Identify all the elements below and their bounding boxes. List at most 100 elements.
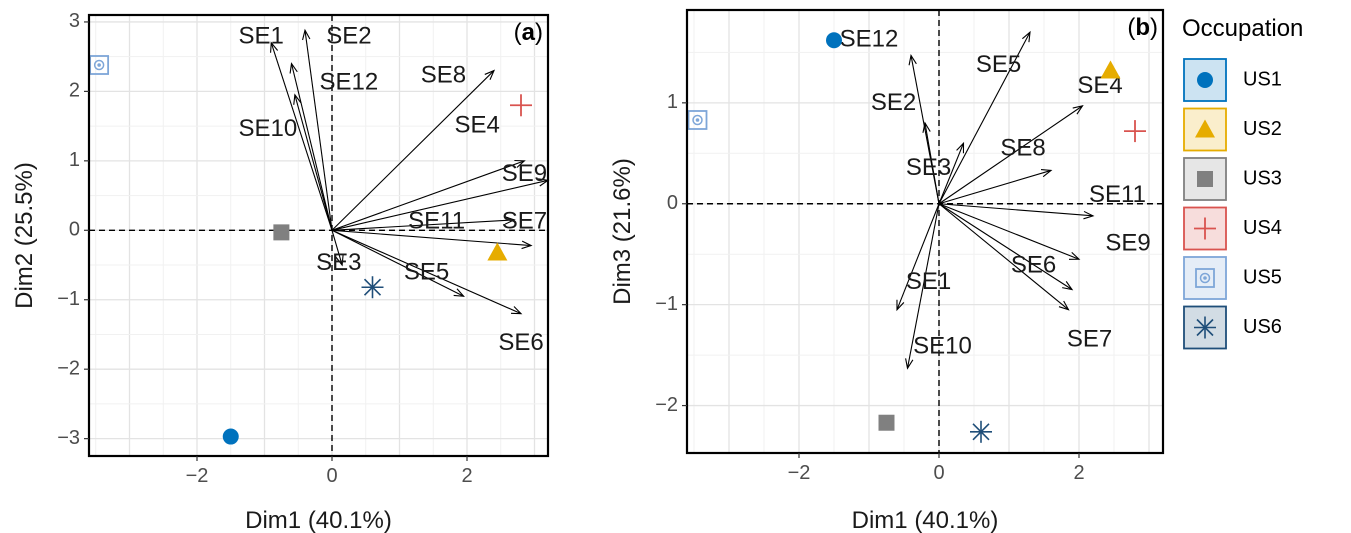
vector-se5 [938,31,1031,205]
vector-label-se2: SE2 [326,23,371,50]
x-tick-label: −2 [788,462,811,484]
legend-item-us2: US2 [1183,107,1282,152]
vector-se9 [938,203,1080,260]
vector-se7 [938,203,1069,311]
arrowhead-se8 [1040,168,1053,178]
occupation-legend: Occupation US1 US2 US3 US4 US5 US6 [1182,15,1303,350]
legend-label: US6 [1243,316,1282,338]
vector-se6 [331,229,522,315]
legend-item-us5: US5 [1183,256,1282,300]
point-us4 [510,94,532,117]
arrowhead-se3 [956,141,965,154]
y-tick-label: −3 [57,427,80,449]
vector-se3 [938,142,965,204]
legend-key-symbol [1195,119,1215,138]
vector-label-se12: SE12 [840,26,899,53]
legend-item-us1: US1 [1183,58,1282,102]
arrowhead-se5 [453,288,465,297]
y-tick-label: 1 [69,149,80,171]
vector-label-se10: SE10 [239,115,298,142]
arrowhead-se1 [270,41,279,53]
arrowhead-se4 [514,159,526,168]
legend-key-symbol [1195,268,1215,288]
vector-label-se7: SE7 [502,207,547,234]
group-points [89,55,532,445]
legend-label: US4 [1243,217,1282,239]
arrowhead-se2 [302,28,311,41]
vector-se6 [938,203,1073,290]
y-tick-label: −2 [57,357,80,379]
point-us6 [361,276,384,299]
vector-se12 [290,63,333,231]
point-us2 [1100,60,1121,79]
arrowhead-se1 [896,299,905,312]
y-axis-title: Dim2 (25.5%) [11,162,38,309]
arrowhead-se11 [504,216,516,225]
panel-border [685,8,1165,455]
y-axis-title: Dim3 (21.6%) [609,158,636,305]
plot-background [89,15,548,456]
legend-key-symbol [1194,316,1216,339]
plot-background [687,10,1163,453]
vector-label-se5: SE5 [976,51,1021,78]
point-us5 [687,110,708,130]
vector-se11 [938,203,1094,217]
vector-se1 [896,203,940,310]
legend-title: Occupation [1182,15,1303,42]
legend-item-us4: US4 [1183,206,1282,251]
vector-label-se6: SE6 [498,329,543,356]
y-tick-label: 1 [667,91,678,113]
y-tick-label: 0 [667,192,678,214]
vector-label-se9: SE9 [1105,229,1150,256]
x-tick-label: 2 [461,465,472,487]
vector-label-se6: SE6 [1011,252,1056,279]
legend-label: US3 [1243,167,1282,189]
vector-label-se1: SE1 [238,23,283,50]
point-us5 [89,55,110,75]
vector-label-se11: SE11 [408,207,465,234]
point-us3 [878,414,895,431]
arrowhead-se10 [905,358,914,370]
vector-label-se8: SE8 [421,61,466,88]
vector-label-se1: SE1 [906,268,951,295]
arrowhead-se5 [1022,30,1031,43]
arrowhead-se4 [1072,105,1084,115]
x-tick-label: 2 [1073,462,1084,484]
vector-se4 [938,105,1083,205]
legend-label: US2 [1243,118,1282,140]
y-tick-label: −2 [655,394,678,416]
y-tick-label: −1 [57,288,80,310]
arrowhead-se2 [922,121,931,133]
vector-label-se7: SE7 [1067,325,1112,352]
legend-item-us3: US3 [1183,157,1282,201]
arrowhead-se7 [521,240,533,250]
arrowhead-se10 [293,93,302,105]
arrowhead-se12 [908,53,917,66]
vector-label-se11: SE11 [1089,181,1146,208]
grid-lines [687,10,1163,453]
legend-key-symbol [1197,171,1213,187]
vector-se10 [906,203,940,369]
vector-se10 [294,94,333,231]
vector-se4 [331,160,525,231]
arrowhead-se6 [510,306,523,315]
point-us2 [487,242,508,261]
arrowhead-se11 [1083,210,1095,220]
legend-item-us6: US6 [1183,305,1282,350]
point-us1 [826,32,842,49]
arrowhead-se7 [1058,300,1070,311]
vector-label-se3: SE3 [316,249,361,276]
panel-border [87,13,550,458]
y-tick-label: 3 [69,10,80,32]
arrowhead-se12 [289,62,298,74]
y-tick-label: 2 [69,80,80,102]
vector-se7 [331,229,532,247]
arrowhead-se3 [335,255,344,267]
x-axis-title: Dim1 (40.1%) [245,507,392,533]
legend-key-symbol [1197,72,1213,88]
grid-lines [89,15,548,456]
